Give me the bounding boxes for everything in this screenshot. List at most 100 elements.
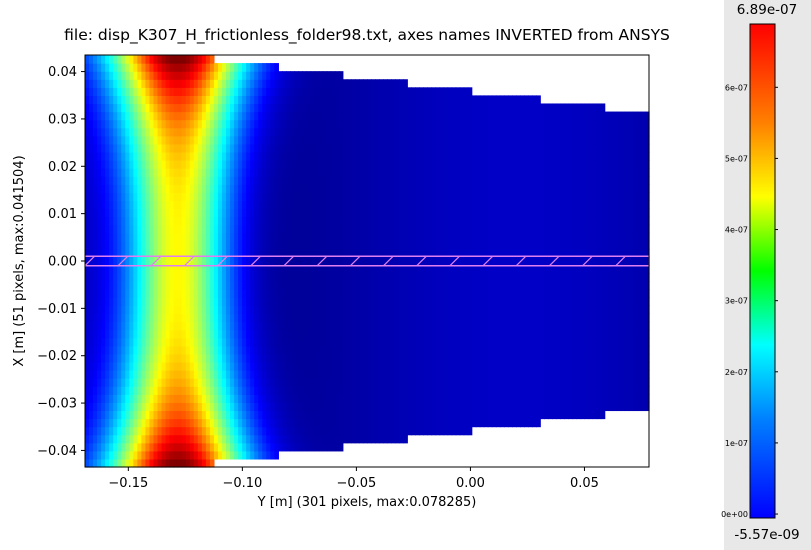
heatmap-cell [157,410,163,420]
heatmap-cell [294,345,300,355]
heatmap-cell [270,111,275,121]
heatmap-cell [399,119,404,129]
heatmap-cell [226,289,231,298]
heatmap-cell [298,297,304,307]
heatmap-cell [350,151,356,161]
heatmap-cell [113,240,118,250]
heatmap-cell [201,434,207,444]
heatmap-cell [427,143,433,153]
heatmap-cell [246,378,251,387]
heatmap-cell [189,168,195,177]
heatmap-cell [226,143,231,153]
heatmap-cell [487,160,493,169]
heatmap-cell [362,313,368,323]
heatmap-cell [185,168,191,177]
heatmap-cell [177,192,183,202]
heatmap-cell [379,370,384,379]
heatmap-cell [157,426,163,436]
heatmap-cell [306,111,312,121]
heatmap-cell [234,313,239,323]
heatmap-cell [157,143,163,153]
heatmap-cell [226,265,231,274]
heatmap-cell [193,127,199,137]
heatmap-cell [209,321,215,331]
heatmap-cell [133,305,138,315]
heatmap-cell [411,87,416,96]
heatmap-cell [350,87,356,96]
heatmap-cell [379,240,384,250]
heatmap-cell [238,224,243,234]
heatmap-cell [97,176,102,185]
heatmap-cell [459,265,465,274]
heatmap-cell [427,192,433,202]
heatmap-cell [395,386,400,395]
heatmap-cell [367,329,372,339]
heatmap-cell [121,208,126,218]
heatmap-cell [141,55,147,64]
heatmap-cell [234,63,239,72]
heatmap-cell [121,394,126,403]
heatmap-cell [238,111,243,121]
heatmap-cell [499,297,505,307]
heatmap-cell [258,143,263,153]
heatmap-cell [306,394,312,403]
heatmap-cell [185,289,191,298]
heatmap-cell [125,192,130,202]
heatmap-cell [230,95,235,105]
heatmap-cell [181,143,187,153]
heatmap-cell [117,232,122,242]
heatmap-cell [113,410,118,420]
heatmap-cell [443,329,449,339]
heatmap-cell [129,103,134,113]
heatmap-cell [258,248,263,258]
heatmap-cell [471,410,477,420]
heatmap-cell [234,192,239,202]
heatmap-cell [133,410,138,420]
heatmap-cell [314,265,320,274]
heatmap-cell [282,71,288,80]
heatmap-cell [379,208,384,218]
heatmap-cell [451,103,457,113]
heatmap-cell [475,345,481,355]
heatmap-cell [213,79,219,88]
heatmap-cell [161,143,167,153]
heatmap-cell [177,55,183,64]
heatmap-cell [399,87,404,96]
heatmap-cell [213,103,219,113]
heatmap-cell [193,87,199,96]
heatmap-cell [266,305,271,315]
heatmap-cell [330,281,336,290]
heatmap-cell [346,176,352,185]
heatmap-cell [487,200,493,210]
heatmap-cell [266,394,271,403]
heatmap-cell [322,386,328,395]
heatmap-cell [93,176,98,185]
heatmap-cell [258,79,263,88]
heatmap-cell [109,256,114,266]
heatmap-cell [205,168,211,177]
heatmap-cell [270,394,275,403]
heatmap-cell [266,63,271,72]
heatmap-cell [161,394,167,403]
heatmap-cell [217,394,223,403]
heatmap-cell [238,337,243,347]
heatmap-cell [262,232,267,242]
heatmap-cell [145,321,151,331]
heatmap-cell [153,394,159,403]
heatmap-cell [459,168,465,177]
heatmap-cell [499,176,505,185]
heatmap-cell [230,442,235,452]
heatmap-cell [298,208,304,218]
heatmap-cell [338,370,344,379]
heatmap-cell [125,313,130,323]
heatmap-cell [117,63,122,72]
heatmap-cell [350,353,356,363]
heatmap-cell [93,345,98,355]
heatmap-cell [371,87,376,96]
heatmap-cell [383,337,388,347]
heatmap-cell [93,200,98,210]
heatmap-cell [205,281,211,290]
heatmap-cell [294,402,300,412]
heatmap-cell [479,265,485,274]
heatmap-cell [242,353,247,363]
